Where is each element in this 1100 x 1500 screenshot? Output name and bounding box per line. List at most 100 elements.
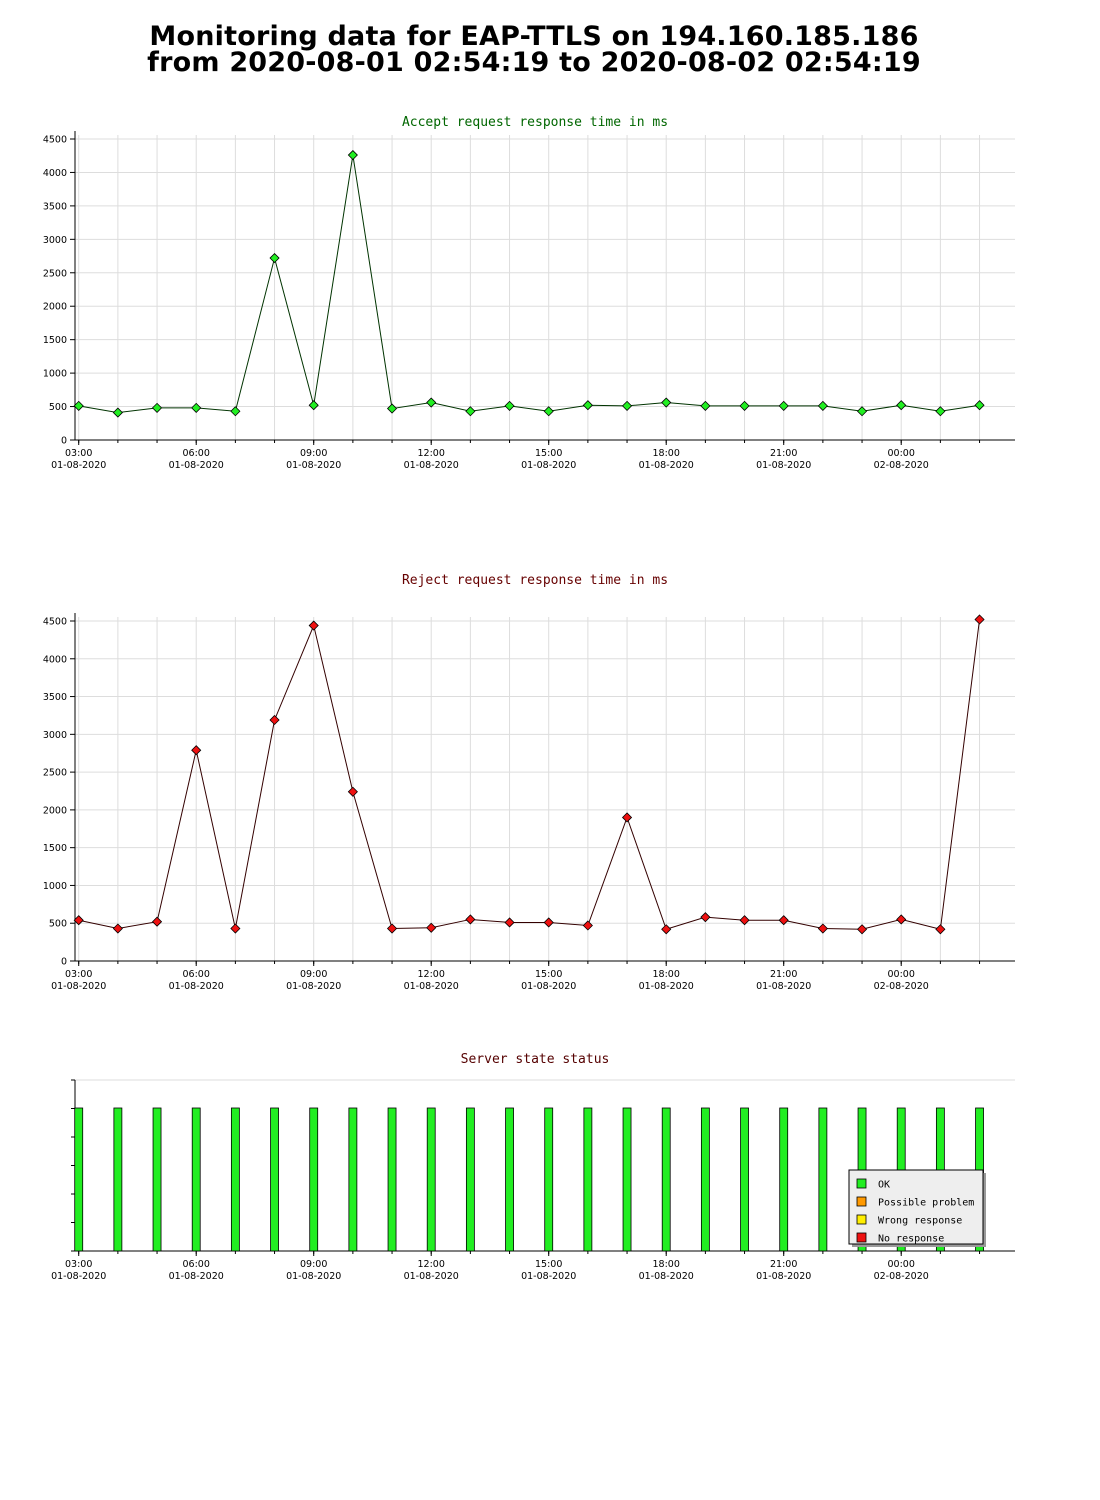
reject-x-tick-time: 18:00 xyxy=(653,969,680,980)
reject-y-tick-label: 2500 xyxy=(43,768,67,779)
accept-y-tick-label: 4000 xyxy=(43,168,67,179)
reject-y-tick-label: 3000 xyxy=(43,730,67,741)
reject-data-point xyxy=(739,915,750,926)
reject-y-tick-label: 3500 xyxy=(43,692,67,703)
reject-x-tick-time: 03:00 xyxy=(65,969,92,980)
status-bar xyxy=(152,1107,162,1252)
reject-y-tick-label: 4000 xyxy=(43,654,67,665)
accept-x-tick-time: 03:00 xyxy=(65,448,92,459)
status-bar xyxy=(191,1107,201,1252)
reject-y-tick-label: 0 xyxy=(61,957,67,968)
accept-data-point xyxy=(621,400,633,411)
legend-swatch xyxy=(856,1232,867,1243)
page-title-line-2: from 2020-08-01 02:54:19 to 2020-08-02 0… xyxy=(147,47,921,78)
reject-x-tick-time: 00:00 xyxy=(888,969,915,980)
accept-data-point xyxy=(739,400,750,411)
reject-data-point xyxy=(230,923,241,934)
reject-data-point xyxy=(817,923,828,934)
accept-data-point xyxy=(465,406,476,417)
status-bar xyxy=(465,1107,475,1252)
accept-x-tick-date: 01-08-2020 xyxy=(404,460,459,471)
page-title: Monitoring data for EAP-TTLS on 194.160.… xyxy=(0,21,1068,78)
accept-x-tick-date: 01-08-2020 xyxy=(286,460,341,471)
legend-swatch xyxy=(856,1196,867,1207)
reject-x-tick-date: 01-08-2020 xyxy=(639,981,694,992)
accept-data-point xyxy=(151,402,163,413)
status-bar xyxy=(740,1107,749,1252)
status-bar xyxy=(387,1107,397,1252)
accept-data-point xyxy=(191,402,202,413)
status-x-tick-time: 09:00 xyxy=(300,1259,327,1270)
reject-x-tick-date: 01-08-2020 xyxy=(404,981,459,992)
status-bar xyxy=(270,1107,279,1252)
status-bar xyxy=(426,1107,436,1252)
reject-chart-title: Reject request response time in ms xyxy=(402,573,668,588)
reject-x-tick-date: 02-08-2020 xyxy=(874,981,929,992)
status-x-tick-date: 01-08-2020 xyxy=(286,1271,341,1282)
reject-data-point xyxy=(661,924,672,935)
accept-response-time-chart: Accept request response time in ms 0 500 10… xyxy=(43,115,1015,471)
legend-label: OK xyxy=(878,1180,890,1191)
status-chart-title: Server state status xyxy=(461,1052,610,1067)
accept-y-tick-label: 2000 xyxy=(43,302,67,313)
reject-y-tick-label: 500 xyxy=(49,919,67,930)
accept-data-point xyxy=(230,406,241,417)
reject-y-tick-label: 1000 xyxy=(43,881,67,892)
reject-data-point xyxy=(308,620,319,631)
status-bar xyxy=(779,1107,789,1252)
accept-data-point xyxy=(308,400,319,411)
accept-x-tick-date: 01-08-2020 xyxy=(521,460,576,471)
accept-x-tick-time: 00:00 xyxy=(888,448,915,459)
status-x-tick-time: 06:00 xyxy=(183,1259,210,1270)
legend-box xyxy=(848,1169,984,1245)
accept-data-point xyxy=(935,406,946,417)
status-x-tick-time: 00:00 xyxy=(888,1259,915,1270)
accept-x-tick-date: 01-08-2020 xyxy=(51,460,106,471)
status-bar xyxy=(309,1107,319,1252)
legend-label: No response xyxy=(878,1234,944,1245)
reject-y-tick-label: 4500 xyxy=(43,617,67,628)
status-bar xyxy=(544,1107,554,1252)
legend-swatch xyxy=(856,1214,867,1225)
reject-x-tick-time: 21:00 xyxy=(770,969,797,980)
reject-data-point xyxy=(386,923,398,934)
reject-x-tick-time: 09:00 xyxy=(300,969,327,980)
server-state-status-chart: Server state status03:0001-08-202006:000… xyxy=(51,1052,1015,1282)
reject-data-point xyxy=(347,786,358,797)
legend-label: Possible problem xyxy=(878,1198,974,1209)
status-x-tick-date: 01-08-2020 xyxy=(51,1271,106,1282)
status-bar xyxy=(505,1107,514,1252)
accept-chart-title: Accept request response time in ms xyxy=(402,115,668,130)
reject-data-point xyxy=(73,915,84,926)
accept-data-point xyxy=(347,149,358,161)
status-x-tick-date: 02-08-2020 xyxy=(874,1271,929,1282)
accept-y-tick-label: 1000 xyxy=(43,369,67,380)
status-bar xyxy=(74,1107,84,1252)
legend-swatch xyxy=(856,1178,867,1189)
status-x-tick-date: 01-08-2020 xyxy=(756,1271,811,1282)
accept-x-tick-date: 01-08-2020 xyxy=(639,460,694,471)
accept-y-tick-label: 500 xyxy=(49,402,67,413)
status-bar xyxy=(818,1107,828,1252)
reject-x-tick-date: 01-08-2020 xyxy=(756,981,811,992)
accept-y-tick-label: 2500 xyxy=(43,268,67,279)
accept-data-point xyxy=(661,397,672,408)
status-bar xyxy=(622,1107,632,1252)
accept-x-tick-time: 21:00 xyxy=(770,448,797,459)
status-bar xyxy=(661,1107,671,1252)
accept-y-tick-label: 3000 xyxy=(43,235,67,246)
accept-data-point xyxy=(856,406,868,417)
accept-data-point xyxy=(269,252,280,264)
accept-data-point xyxy=(582,400,593,411)
reject-data-point xyxy=(269,714,280,726)
accept-y-tick-label: 0 xyxy=(61,436,67,447)
legend-label: Wrong response xyxy=(878,1216,962,1227)
status-x-tick-time: 18:00 xyxy=(653,1259,680,1270)
accept-data-point xyxy=(112,407,123,418)
page-title-line-1: Monitoring data for EAP-TTLS on 194.160.… xyxy=(149,21,919,52)
status-x-tick-time: 12:00 xyxy=(418,1259,445,1270)
accept-data-point xyxy=(504,400,515,411)
reject-data-point xyxy=(504,917,515,928)
status-x-tick-time: 21:00 xyxy=(770,1259,797,1270)
accept-x-tick-time: 06:00 xyxy=(183,448,210,459)
